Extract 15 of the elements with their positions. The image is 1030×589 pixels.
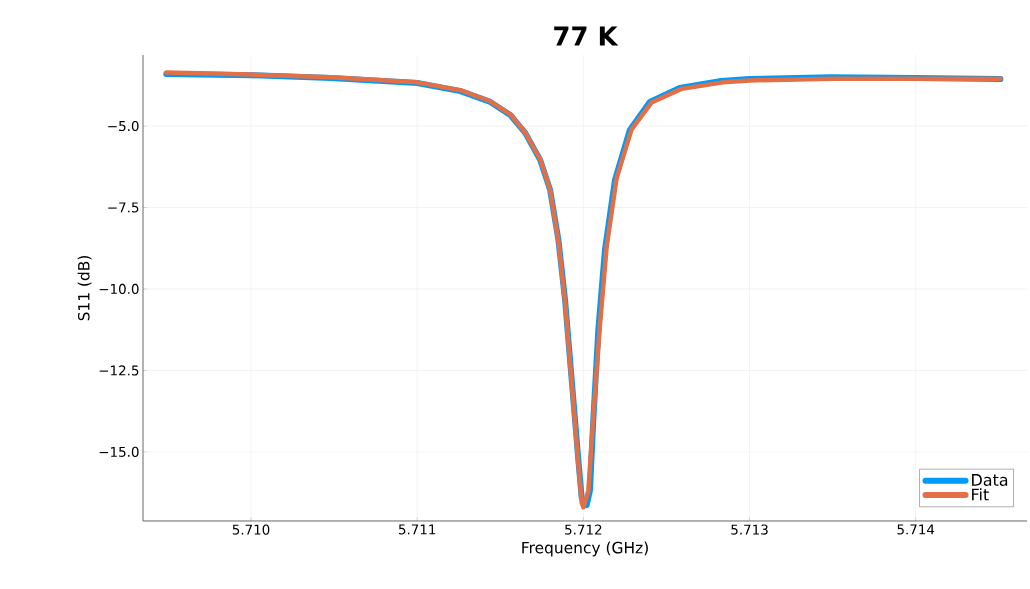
y-tick-label: −10.0 (99, 283, 139, 295)
x-axis-title: Frequency (GHz) (522, 541, 648, 557)
x-tick-label: 5.711 (398, 524, 436, 535)
legend-label: Data (972, 474, 1008, 486)
y-tick-label: −5.0 (108, 120, 139, 132)
x-tick-label: 5.712 (565, 524, 602, 535)
y-tick-label: −12.5 (99, 365, 139, 376)
x-tick-label: 5.710 (232, 524, 270, 535)
y-tick-label: −15.0 (99, 446, 139, 457)
x-tick-label: 5.713 (731, 524, 768, 535)
y-axis-title: S11 (dB) (77, 255, 92, 321)
y-tick-label: −7.5 (108, 202, 139, 213)
legend-label: Fit (972, 488, 989, 501)
x-tick-label: 5.714 (897, 524, 935, 535)
chart-title: 77 K (554, 26, 619, 46)
